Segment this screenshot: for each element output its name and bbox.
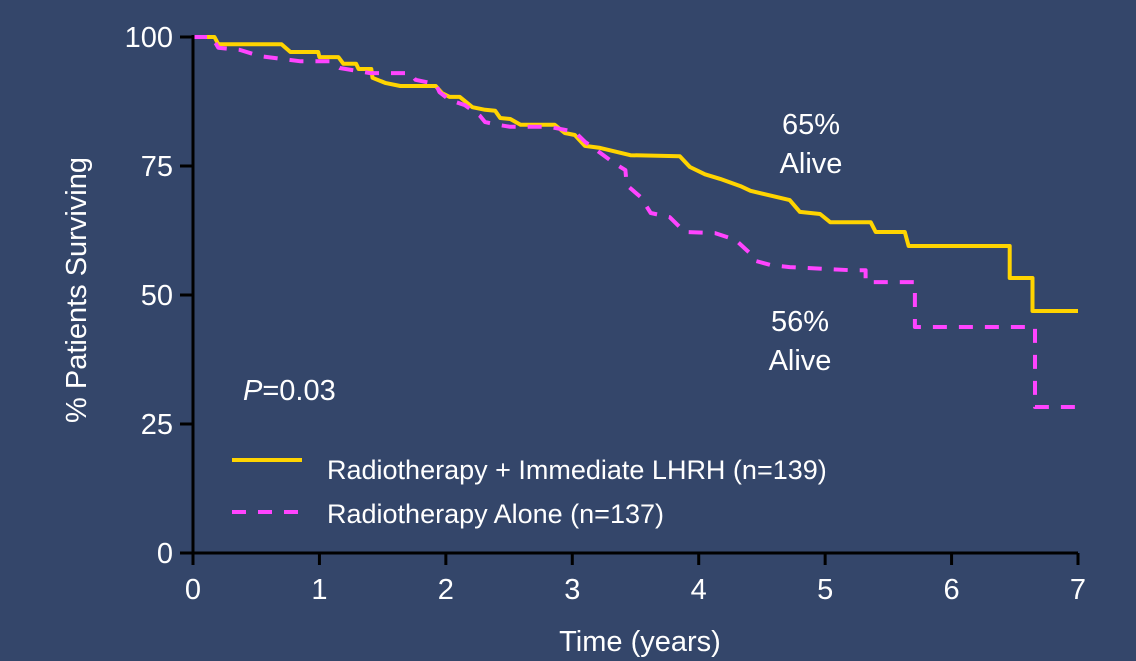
annotation-65-pct: 65% xyxy=(782,109,840,141)
annotation-56-pct: 56% xyxy=(771,306,829,338)
curves xyxy=(193,35,1078,409)
y-ticks: 0 25 50 75 100 xyxy=(125,22,193,570)
p-value: P=0.03 xyxy=(243,375,336,407)
annotation-56-alive: Alive xyxy=(769,345,832,377)
x-axis-label: Time (years) xyxy=(559,626,721,658)
x-tick-label: 1 xyxy=(311,574,327,606)
y-tick-label: 0 xyxy=(157,538,173,570)
x-tick-label: 0 xyxy=(185,574,201,606)
y-axis-label: % Patients Surviving xyxy=(61,157,93,423)
x-ticks: 0 1 2 3 4 5 6 7 xyxy=(185,553,1086,606)
x-tick-label: 3 xyxy=(564,574,580,606)
legend-label-alone: Radiotherapy Alone (n=137) xyxy=(327,499,664,529)
x-tick-label: 2 xyxy=(438,574,454,606)
legend-label-combined: Radiotherapy + Immediate LHRH (n=139) xyxy=(327,455,827,485)
y-tick-label: 75 xyxy=(141,151,173,183)
y-tick-label: 100 xyxy=(125,22,173,54)
y-tick-label: 50 xyxy=(141,280,173,312)
y-tick-label: 25 xyxy=(141,409,173,441)
legend: Radiotherapy + Immediate LHRH (n=139) Ra… xyxy=(232,455,827,529)
x-tick-label: 6 xyxy=(944,574,960,606)
series-line-1 xyxy=(193,35,1078,409)
annotation-65-alive: Alive xyxy=(780,148,843,180)
p-value-prefix: P xyxy=(243,375,263,407)
x-tick-label: 4 xyxy=(691,574,707,606)
series-line-0 xyxy=(193,35,1078,313)
x-tick-label: 7 xyxy=(1070,574,1086,606)
p-value-text: =0.03 xyxy=(262,375,335,407)
x-tick-label: 5 xyxy=(817,574,833,606)
